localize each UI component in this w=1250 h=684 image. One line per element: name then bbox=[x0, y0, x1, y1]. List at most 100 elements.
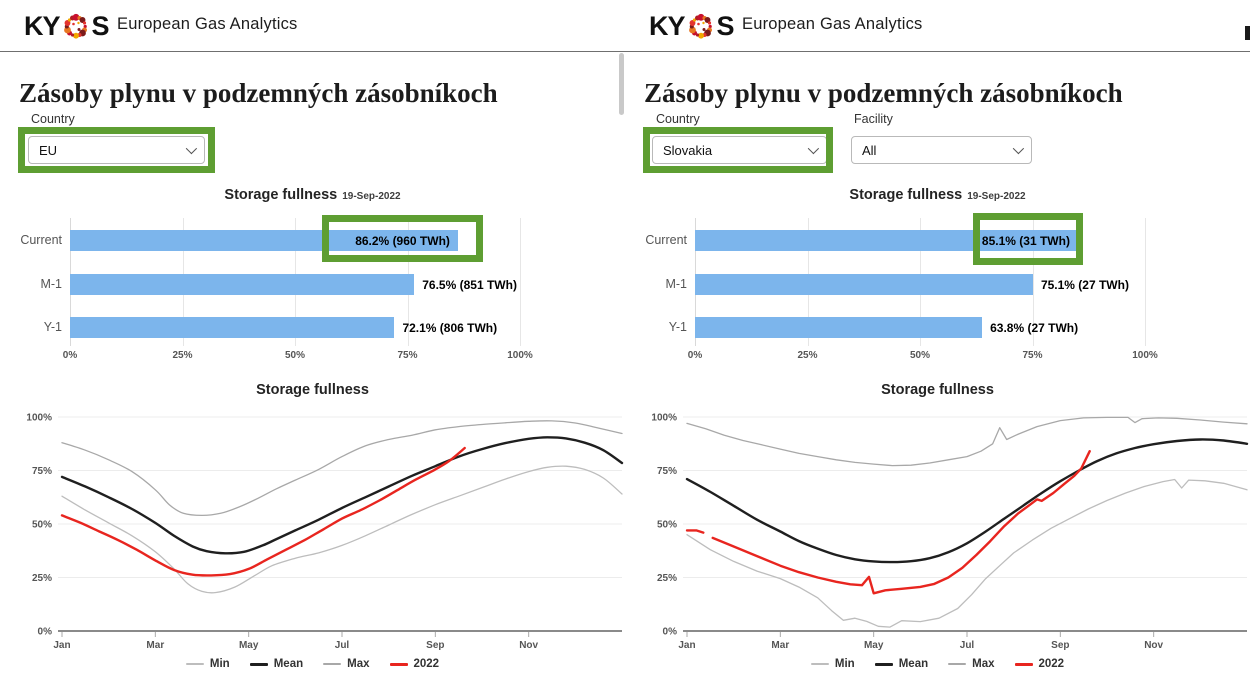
line-chart-eu: 0% 25% 50% 75% 100% Jan Mar May Jul Sep Nov bbox=[26, 413, 624, 651]
legend-item-min: Min bbox=[810, 658, 855, 670]
chevron-down-icon bbox=[807, 142, 820, 155]
bar-axis-tick-label: 75% bbox=[1022, 350, 1043, 361]
partial-menu-icon[interactable] bbox=[1245, 26, 1250, 40]
page-title: Zásoby plynu v podzemných zásobníkoch bbox=[19, 78, 498, 109]
svg-text:25%: 25% bbox=[657, 573, 677, 584]
bar-chart-eu: Storage fullness 19-Sep-2022 0% 25% 50% 75% 1… bbox=[0, 182, 625, 364]
bar-category-label: Current bbox=[20, 232, 62, 247]
logo-text-s: S bbox=[91, 11, 110, 41]
chevron-down-icon bbox=[1012, 142, 1025, 155]
svg-text:Jan: Jan bbox=[53, 640, 70, 651]
line-chart-legend: Min Mean Max 2022 bbox=[0, 658, 625, 670]
bar-axis-tick-label: 50% bbox=[284, 350, 305, 361]
bar-axis-tick-label: 25% bbox=[172, 350, 193, 361]
country-select-value: EU bbox=[39, 142, 58, 158]
line-chart-slovakia: 0% 25% 50% 75% 100% Jan Mar May Jul Sep Nov bbox=[651, 413, 1249, 651]
legend-item-2022: 2022 bbox=[1014, 658, 1064, 670]
svg-text:0%: 0% bbox=[663, 627, 678, 638]
country-select[interactable]: Slovakia bbox=[652, 136, 827, 164]
bar-gridline bbox=[1145, 218, 1146, 346]
svg-text:100%: 100% bbox=[651, 413, 677, 424]
svg-text:Sep: Sep bbox=[426, 640, 444, 651]
svg-text:Nov: Nov bbox=[1144, 640, 1163, 651]
page-title: Zásoby plynu v podzemných zásobníkoch bbox=[644, 78, 1123, 109]
country-label: Country bbox=[31, 112, 75, 126]
bar-axis-tick-label: 0% bbox=[687, 350, 703, 361]
kyos-dots-icon bbox=[63, 13, 87, 39]
bar-category-label: Y-1 bbox=[668, 319, 687, 334]
kyos-dots-icon bbox=[688, 13, 712, 39]
bar-chart-title: Storage fullness bbox=[849, 187, 963, 203]
bar-value-label: 72.1% (806 TWh) bbox=[402, 320, 498, 335]
svg-text:Jul: Jul bbox=[335, 640, 350, 651]
facility-select-value: All bbox=[862, 142, 877, 158]
header: KY S European Gas Analytics bbox=[0, 0, 625, 52]
legend-item-min: Min bbox=[185, 658, 230, 670]
header-divider bbox=[0, 51, 625, 52]
kyos-logo: KY S bbox=[649, 10, 735, 42]
legend-item-2022: 2022 bbox=[389, 658, 439, 670]
country-label: Country bbox=[656, 112, 700, 126]
bar-value-label: 85.1% (31 TWh) bbox=[981, 233, 1070, 248]
line-chart-title: Storage fullness bbox=[881, 382, 994, 398]
bar-value-label: 86.2% (960 TWh) bbox=[355, 233, 450, 248]
country-select-value: Slovakia bbox=[663, 142, 713, 158]
line-chart-title: Storage fullness bbox=[256, 382, 369, 398]
bar-axis-tick-label: 50% bbox=[909, 350, 930, 361]
bar-y-1 bbox=[70, 317, 395, 338]
svg-text:75%: 75% bbox=[657, 466, 677, 477]
svg-text:25%: 25% bbox=[32, 573, 52, 584]
legend-item-max: Max bbox=[323, 658, 370, 670]
line-chart-legend: Min Mean Max 2022 bbox=[625, 658, 1250, 670]
bar-chart-date: 19-Sep-2022 bbox=[342, 191, 401, 202]
svg-text:Nov: Nov bbox=[519, 640, 538, 651]
bar-axis-tick-label: 25% bbox=[797, 350, 818, 361]
scrollbar-thumb[interactable] bbox=[619, 53, 624, 115]
app-title: European Gas Analytics bbox=[117, 15, 298, 33]
panel-slovakia: KY S European Gas Analytics Zásoby plynu… bbox=[625, 0, 1250, 684]
facility-select[interactable]: All bbox=[851, 136, 1032, 164]
logo-text-s: S bbox=[716, 11, 735, 41]
bar-chart-slovakia: Storage fullness 19-Sep-2022 0% 25% 50% 75% 1… bbox=[625, 182, 1250, 364]
country-select[interactable]: EU bbox=[28, 136, 205, 164]
bar-value-label: 76.5% (851 TWh) bbox=[422, 277, 517, 292]
bar-category-label: M-1 bbox=[40, 276, 62, 291]
svg-text:Jul: Jul bbox=[960, 640, 975, 651]
svg-text:50%: 50% bbox=[657, 520, 677, 531]
bar-category-label: Current bbox=[645, 232, 687, 247]
bar-current bbox=[70, 230, 458, 251]
bar-axis-tick-label: 100% bbox=[507, 350, 533, 361]
bar-axis-tick-label: 75% bbox=[397, 350, 418, 361]
bar-chart-title: Storage fullness bbox=[224, 187, 338, 203]
bar-value-label: 75.1% (27 TWh) bbox=[1040, 277, 1129, 292]
svg-text:75%: 75% bbox=[32, 466, 52, 477]
svg-text:Jan: Jan bbox=[678, 640, 695, 651]
bar-current bbox=[695, 230, 1078, 251]
bar-value-label: 63.8% (27 TWh) bbox=[990, 320, 1079, 335]
svg-text:May: May bbox=[239, 640, 259, 651]
logo-text-ky: KY bbox=[24, 11, 61, 41]
header: KY S European Gas Analytics bbox=[625, 0, 1250, 52]
facility-label: Facility bbox=[854, 112, 893, 126]
bar-axis-tick-label: 0% bbox=[62, 350, 78, 361]
bar-gridline bbox=[1032, 218, 1034, 346]
header-divider bbox=[625, 51, 1250, 52]
bar-axis-tick-label: 100% bbox=[1132, 350, 1158, 361]
chevron-down-icon bbox=[185, 142, 198, 155]
logo-text-ky: KY bbox=[649, 11, 686, 41]
bar-category-label: M-1 bbox=[665, 276, 687, 291]
svg-text:100%: 100% bbox=[26, 413, 52, 424]
app-title: European Gas Analytics bbox=[742, 15, 923, 33]
svg-text:Mar: Mar bbox=[771, 640, 789, 651]
bar-chart-date: 19-Sep-2022 bbox=[967, 191, 1026, 202]
bar-category-label: Y-1 bbox=[43, 319, 62, 334]
panel-eu: KY S European Gas Analytics Zásoby plynu… bbox=[0, 0, 625, 670]
svg-text:Mar: Mar bbox=[146, 640, 164, 651]
svg-text:50%: 50% bbox=[32, 520, 52, 531]
legend-item-mean: Mean bbox=[874, 658, 928, 670]
legend-item-mean: Mean bbox=[249, 658, 303, 670]
svg-text:0%: 0% bbox=[38, 627, 53, 638]
svg-text:Sep: Sep bbox=[1051, 640, 1069, 651]
kyos-logo: KY S bbox=[24, 10, 110, 42]
